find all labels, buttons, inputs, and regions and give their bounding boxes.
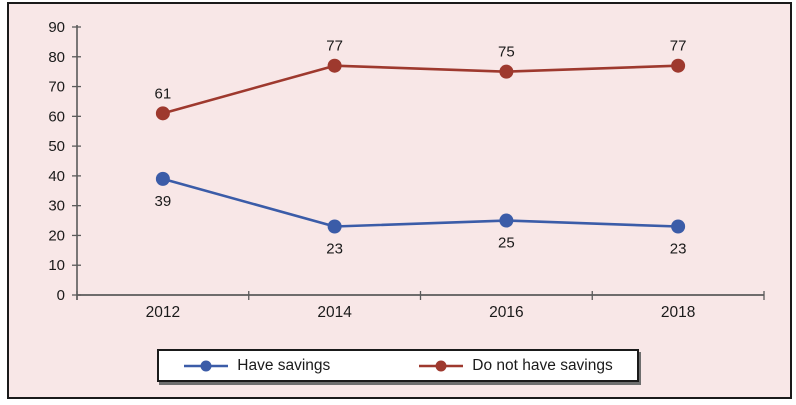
- series-marker: [671, 219, 686, 234]
- y-tick-label: 10: [48, 257, 65, 274]
- data-label: 77: [326, 38, 343, 55]
- y-tick-label: 0: [57, 287, 65, 304]
- series-marker: [499, 64, 514, 79]
- y-tick-label: 30: [48, 198, 65, 215]
- series-marker: [327, 58, 342, 73]
- legend-item-have-savings: Have savings: [183, 357, 330, 375]
- series-marker: [155, 171, 170, 186]
- line-marker-icon: [184, 360, 229, 371]
- x-tick-label: 2018: [661, 304, 695, 321]
- y-tick-label: 60: [48, 108, 65, 125]
- series-line: [161, 64, 680, 115]
- legend-label: Have savings: [237, 356, 331, 374]
- series-marker: [155, 106, 170, 121]
- x-tick-label: 2014: [317, 304, 352, 321]
- legend-label: Do not have savings: [472, 356, 613, 374]
- data-label: 61: [155, 85, 172, 102]
- data-label: 75: [498, 44, 515, 61]
- data-label: 23: [326, 241, 343, 258]
- y-tick-label: 80: [48, 49, 65, 66]
- x-tick-label: 2012: [146, 304, 180, 321]
- y-tick-label: 40: [48, 168, 65, 185]
- y-tick-label: 20: [48, 227, 65, 244]
- series-marker: [499, 213, 514, 228]
- series-marker: [671, 58, 686, 73]
- series-line: [161, 177, 680, 228]
- data-label: 23: [670, 241, 687, 258]
- legend-item-do-not-have-savings: Do not have savings: [418, 356, 613, 375]
- series-marker: [327, 219, 342, 234]
- y-tick-label: 90: [48, 19, 65, 36]
- y-tick-label: 70: [48, 79, 65, 96]
- x-tick-label: 2016: [489, 304, 523, 321]
- line-marker-icon: [419, 360, 464, 371]
- y-tick-label: 50: [48, 138, 65, 155]
- data-label: 77: [670, 38, 687, 55]
- chart-legend: Have savings Do not have savings: [157, 349, 639, 382]
- data-label: 25: [498, 235, 515, 252]
- data-label: 39: [155, 193, 172, 210]
